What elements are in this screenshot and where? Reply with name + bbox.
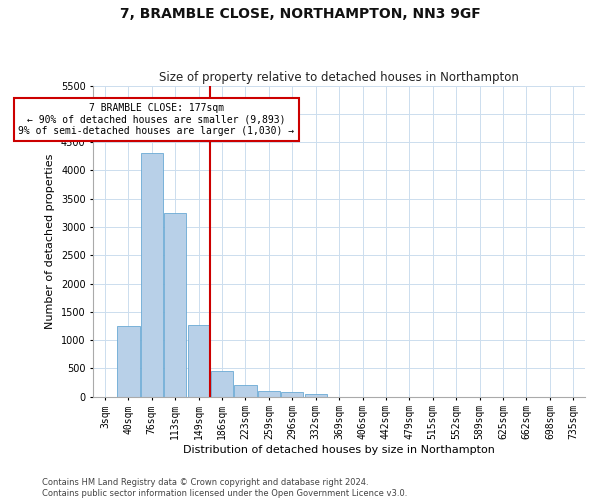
X-axis label: Distribution of detached houses by size in Northampton: Distribution of detached houses by size … [183,445,495,455]
Text: 7 BRAMBLE CLOSE: 177sqm
← 90% of detached houses are smaller (9,893)
9% of semi-: 7 BRAMBLE CLOSE: 177sqm ← 90% of detache… [19,102,295,136]
Bar [164,213,187,396]
Bar [305,394,327,396]
Bar [235,386,257,396]
Bar [140,154,163,396]
Bar [281,392,304,396]
Bar [117,326,140,396]
Bar [211,371,233,396]
Text: Contains HM Land Registry data © Crown copyright and database right 2024.
Contai: Contains HM Land Registry data © Crown c… [42,478,407,498]
Text: 7, BRAMBLE CLOSE, NORTHAMPTON, NN3 9GF: 7, BRAMBLE CLOSE, NORTHAMPTON, NN3 9GF [119,8,481,22]
Y-axis label: Number of detached properties: Number of detached properties [46,154,55,329]
Bar [258,391,280,396]
Bar [188,325,210,396]
Title: Size of property relative to detached houses in Northampton: Size of property relative to detached ho… [159,72,519,85]
